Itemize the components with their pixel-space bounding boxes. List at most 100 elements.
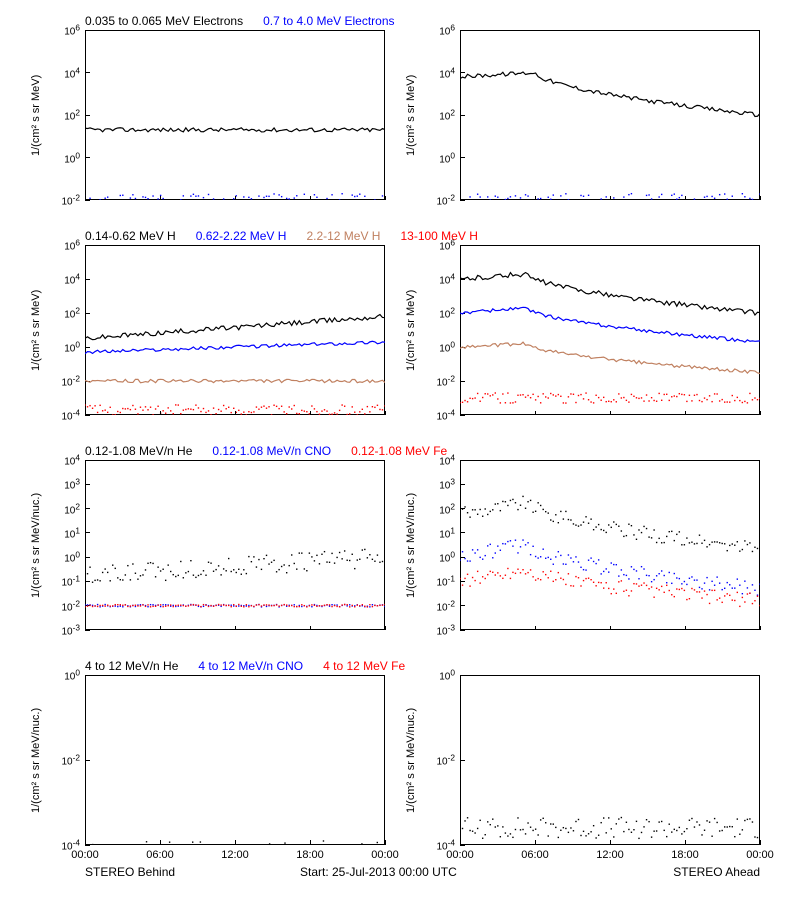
legend-label: 0.14-0.62 MeV H bbox=[85, 229, 176, 243]
ytick-label: 10-2 bbox=[50, 752, 80, 767]
ytick-label: 104 bbox=[50, 65, 80, 80]
xtick-mark-minor bbox=[160, 841, 161, 845]
legend-label: 0.62-2.22 MeV H bbox=[196, 229, 287, 243]
xtick-mark-minor bbox=[610, 626, 611, 630]
ytick-label: 104 bbox=[50, 271, 80, 286]
ytick-label: 100 bbox=[50, 549, 80, 564]
xtick-mark-minor bbox=[85, 196, 86, 200]
xtick-mark-minor bbox=[760, 411, 761, 415]
plot-svg bbox=[85, 30, 385, 200]
legend-label: 0.12-1.08 MeV/n CNO bbox=[212, 444, 331, 458]
xtick-mark-minor bbox=[610, 196, 611, 200]
ylabel: 1/(cm² s sr MeV) bbox=[405, 30, 417, 200]
xtick-mark-minor bbox=[310, 411, 311, 415]
ylabel: 1/(cm² s sr MeV) bbox=[405, 245, 417, 415]
ytick-label: 101 bbox=[50, 525, 80, 540]
plot-svg bbox=[460, 245, 760, 415]
ytick-label: 100 bbox=[50, 150, 80, 165]
ytick-label: 104 bbox=[50, 452, 80, 467]
row-3-title: 4 to 12 MeV/n He4 to 12 MeV/n CNO4 to 12… bbox=[85, 659, 425, 673]
legend-label: 0.12-1.08 MeV/n He bbox=[85, 444, 192, 458]
ytick-label: 100 bbox=[425, 150, 455, 165]
legend-label: 2.2-12 MeV H bbox=[306, 229, 380, 243]
ytick-label: 10-2 bbox=[50, 192, 80, 207]
xtick-mark-minor bbox=[385, 411, 386, 415]
ylabel: 1/(cm² s sr MeV) bbox=[30, 30, 42, 200]
legend-label: 4 to 12 MeV/n CNO bbox=[198, 659, 303, 673]
xtick-mark-minor bbox=[685, 841, 686, 845]
ytick-label: 106 bbox=[425, 22, 455, 37]
ytick-label: 10-2 bbox=[425, 752, 455, 767]
ylabel: 1/(cm² s sr MeV/nuc.) bbox=[405, 460, 417, 630]
ytick-label: 106 bbox=[425, 237, 455, 252]
xtick-mark-minor bbox=[85, 411, 86, 415]
ytick-label: 10-2 bbox=[425, 598, 455, 613]
xtick-mark-minor bbox=[235, 196, 236, 200]
xtick-mark-minor bbox=[760, 196, 761, 200]
xtick-label: 12:00 bbox=[221, 849, 249, 861]
ytick-label: 102 bbox=[425, 305, 455, 320]
ytick-label: 106 bbox=[50, 22, 80, 37]
xtick-mark-minor bbox=[235, 841, 236, 845]
ytick-label: 10-2 bbox=[50, 373, 80, 388]
xtick-label: 12:00 bbox=[596, 849, 624, 861]
plot-svg bbox=[85, 675, 385, 845]
ytick-label: 103 bbox=[425, 477, 455, 492]
xtick-mark-minor bbox=[610, 841, 611, 845]
legend-label: 0.7 to 4.0 MeV Electrons bbox=[263, 14, 394, 28]
xtick-mark-minor bbox=[535, 841, 536, 845]
row-0-title: 0.035 to 0.065 MeV Electrons 0.7 to 4.0 M… bbox=[85, 14, 415, 28]
ylabel: 1/(cm² s sr MeV) bbox=[30, 245, 42, 415]
ytick-label: 103 bbox=[50, 477, 80, 492]
xtick-label: 00:00 bbox=[446, 849, 474, 861]
xtick-mark-minor bbox=[85, 626, 86, 630]
xtick-label: 00:00 bbox=[746, 849, 774, 861]
ytick-label: 100 bbox=[50, 339, 80, 354]
bottom-label-left: STEREO Behind bbox=[85, 865, 175, 879]
xtick-mark-minor bbox=[160, 411, 161, 415]
ytick-label: 102 bbox=[50, 501, 80, 516]
figure-root: 0.035 to 0.065 MeV Electrons 0.7 to 4.0 M… bbox=[0, 0, 800, 900]
xtick-mark-minor bbox=[310, 626, 311, 630]
ytick-label: 10-4 bbox=[425, 407, 455, 422]
xtick-mark-minor bbox=[85, 841, 86, 845]
ylabel: 1/(cm² s sr MeV/nuc.) bbox=[30, 675, 42, 845]
legend-label: 0.035 to 0.065 MeV Electrons bbox=[85, 14, 243, 28]
xtick-mark-minor bbox=[460, 841, 461, 845]
ytick-label: 10-3 bbox=[50, 622, 80, 637]
xtick-label: 18:00 bbox=[671, 849, 699, 861]
xtick-mark-minor bbox=[385, 626, 386, 630]
xtick-label: 00:00 bbox=[371, 849, 399, 861]
xtick-mark-minor bbox=[535, 196, 536, 200]
plot-svg bbox=[85, 245, 385, 415]
xtick-mark-minor bbox=[685, 411, 686, 415]
ytick-label: 106 bbox=[50, 237, 80, 252]
xtick-mark-minor bbox=[685, 626, 686, 630]
ytick-label: 102 bbox=[50, 305, 80, 320]
xtick-label: 18:00 bbox=[296, 849, 324, 861]
xtick-mark-minor bbox=[535, 411, 536, 415]
ytick-label: 104 bbox=[425, 452, 455, 467]
ylabel: 1/(cm² s sr MeV/nuc.) bbox=[30, 460, 42, 630]
plot-svg bbox=[460, 460, 760, 630]
ytick-label: 104 bbox=[425, 65, 455, 80]
xtick-mark-minor bbox=[460, 411, 461, 415]
ytick-label: 100 bbox=[425, 549, 455, 564]
ytick-label: 100 bbox=[425, 339, 455, 354]
ytick-label: 100 bbox=[425, 667, 455, 682]
xtick-mark-minor bbox=[160, 196, 161, 200]
ytick-label: 10-1 bbox=[50, 574, 80, 589]
ytick-label: 10-2 bbox=[425, 192, 455, 207]
ytick-label: 101 bbox=[425, 525, 455, 540]
bottom-label-right: STEREO Ahead bbox=[673, 865, 760, 879]
xtick-mark-minor bbox=[235, 626, 236, 630]
xtick-label: 00:00 bbox=[71, 849, 99, 861]
ylabel: 1/(cm² s sr MeV/nuc.) bbox=[405, 675, 417, 845]
plot-svg bbox=[85, 460, 385, 630]
xtick-label: 06:00 bbox=[521, 849, 549, 861]
legend-label: 4 to 12 MeV Fe bbox=[323, 659, 405, 673]
plot-svg bbox=[460, 675, 760, 845]
xtick-mark-minor bbox=[610, 411, 611, 415]
bottom-label-center: Start: 25-Jul-2013 00:00 UTC bbox=[300, 865, 457, 879]
ytick-label: 10-4 bbox=[50, 407, 80, 422]
